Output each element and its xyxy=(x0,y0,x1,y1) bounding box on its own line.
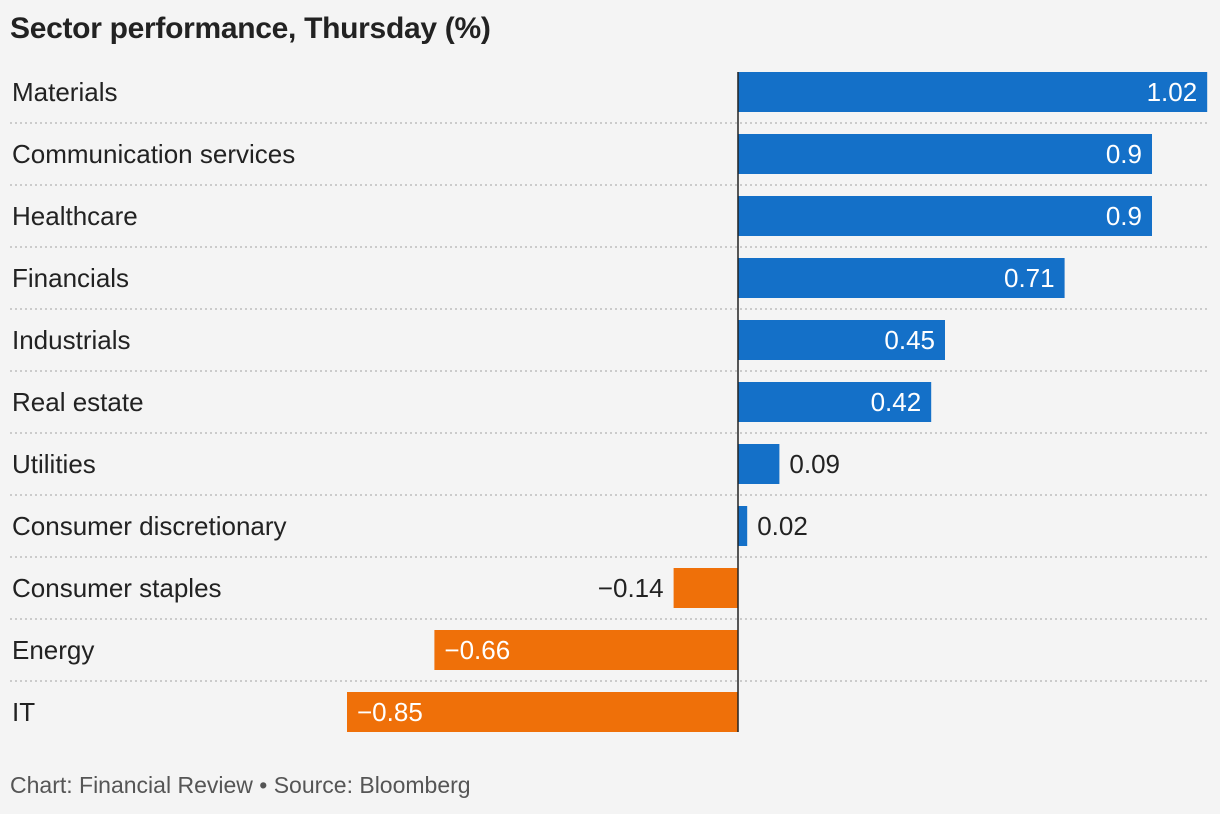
bar xyxy=(434,630,738,670)
bar xyxy=(738,258,1065,298)
value-label: −0.85 xyxy=(357,697,423,727)
value-label: 1.02 xyxy=(1147,77,1198,107)
value-label: 0.9 xyxy=(1106,201,1142,231)
category-label: Consumer staples xyxy=(12,573,222,603)
bar xyxy=(738,444,780,484)
bar xyxy=(738,382,932,422)
bar xyxy=(738,72,1208,112)
category-label: IT xyxy=(12,697,35,727)
gridlines xyxy=(10,122,1210,682)
category-label: Healthcare xyxy=(12,201,138,231)
category-labels: Materials Communication services Healthcar… xyxy=(12,77,295,727)
value-label: 0.9 xyxy=(1106,139,1142,169)
value-labels: 1.02 0.9 0.9 0.71 0.45 0.42 0.09 0.02 −0.14 −0.66… xyxy=(357,77,1197,727)
category-label: Real estate xyxy=(12,387,144,417)
value-label: 0.71 xyxy=(1004,263,1055,293)
category-label: Utilities xyxy=(12,449,96,479)
bar xyxy=(738,134,1152,174)
bar xyxy=(738,506,748,546)
category-label: Financials xyxy=(12,263,129,293)
value-label: 0.09 xyxy=(789,449,840,479)
bar xyxy=(738,320,945,360)
value-label: 0.45 xyxy=(884,325,935,355)
bar xyxy=(347,692,738,732)
category-label: Industrials xyxy=(12,325,131,355)
chart-footer: Chart: Financial Review • Source: Bloomb… xyxy=(10,772,471,798)
value-label: 0.42 xyxy=(871,387,922,417)
value-label: 0.02 xyxy=(757,511,808,541)
category-label: Energy xyxy=(12,635,94,665)
category-label: Communication services xyxy=(12,139,295,169)
chart-title: Sector performance, Thursday (%) xyxy=(10,12,491,45)
category-label: Consumer discretionary xyxy=(12,511,287,541)
value-label: −0.66 xyxy=(444,635,510,665)
bar xyxy=(673,568,738,608)
category-label: Materials xyxy=(12,77,117,107)
bars xyxy=(347,72,1208,732)
bar xyxy=(738,196,1152,236)
value-label: −0.14 xyxy=(598,573,664,603)
